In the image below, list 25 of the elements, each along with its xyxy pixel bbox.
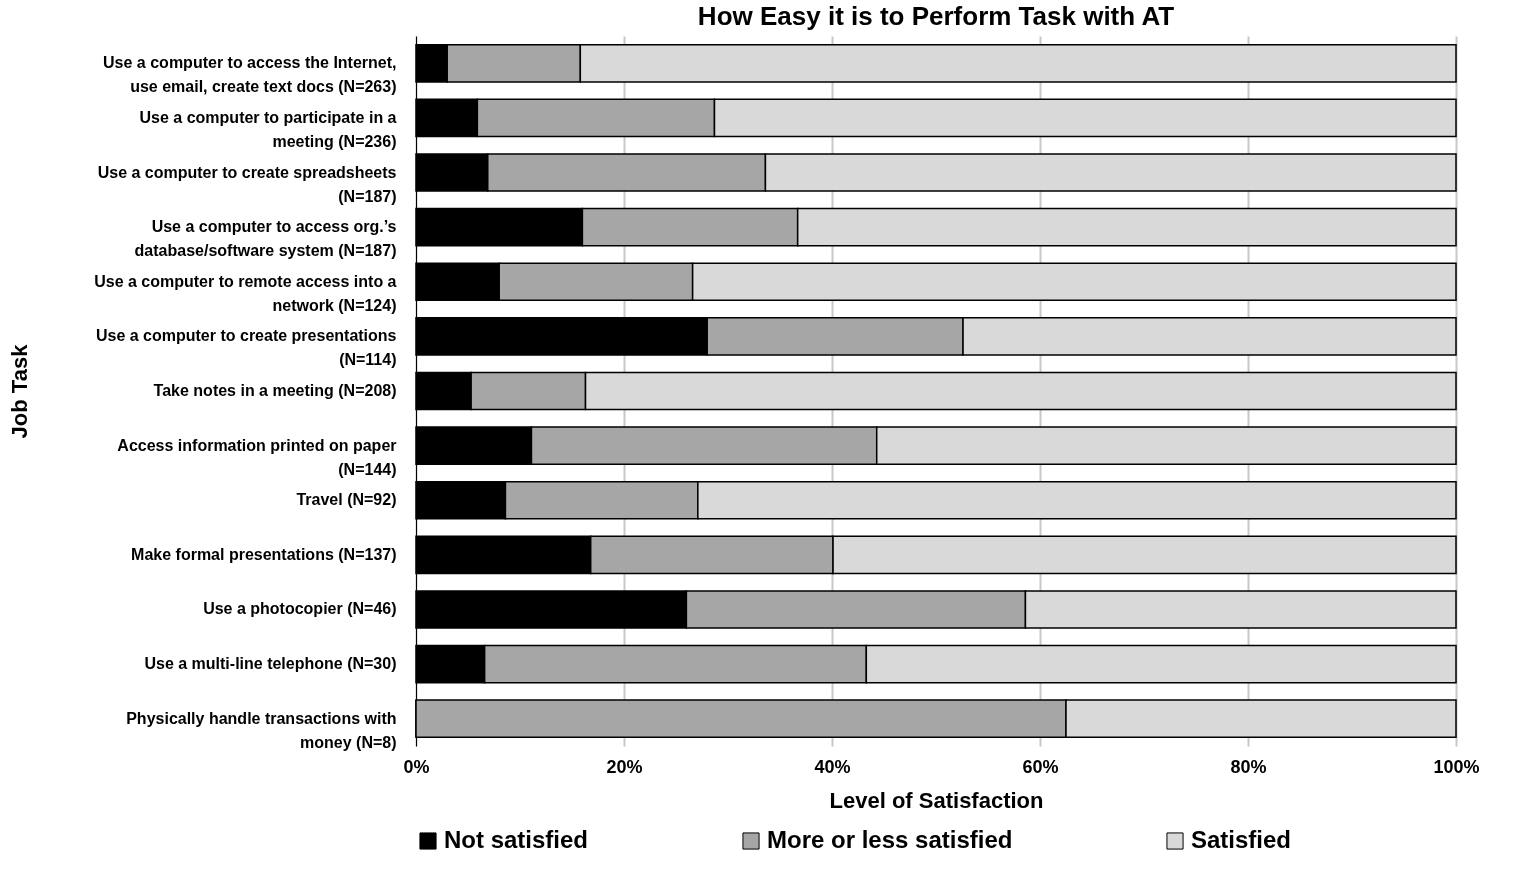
- y-tick-label: Use a computer to remote access into a network (N=124): [94, 272, 397, 314]
- y-tick-label: Physically handle transactions with money (N=8): [126, 709, 397, 751]
- x-axis-title: Level of Satisfaction: [829, 787, 1044, 813]
- y-tick-label: Use a computer to access org.’s database/software system (N=187): [134, 218, 397, 260]
- x-tick-label: 0%: [403, 756, 430, 777]
- x-tick-label: 20%: [606, 756, 643, 777]
- x-tick-label: 80%: [1230, 756, 1267, 777]
- y-tick-label: Take notes in a meeting (N=208): [153, 382, 397, 399]
- y-tick-label: Use a computer to access the Internet, use email, create text docs (N=263): [103, 54, 397, 96]
- legend-label: Not satisfied: [444, 826, 589, 853]
- x-tick-label: 40%: [814, 756, 851, 777]
- chart-title: How Easy it is to Perform Task with AT: [697, 1, 1175, 31]
- y-tick-label: Use a computer to create spreadsheets (N=187): [97, 163, 397, 205]
- y-axis-title: Job Task: [6, 343, 32, 439]
- y-tick-label: Use a computer to participate in a meeting (N=236): [139, 108, 397, 150]
- y-tick-label: Use a photocopier (N=46): [203, 600, 397, 618]
- x-tick-label: 60%: [1022, 756, 1059, 777]
- y-tick-label: Travel (N=92): [296, 491, 397, 509]
- y-tick-label: Use a computer to create presentations (N=114): [95, 327, 397, 369]
- y-tick-label: Access information printed on paper (N=144): [117, 436, 397, 478]
- y-tick-label: Use a multi-line telephone (N=30): [144, 655, 397, 673]
- legend-label: Satisfied: [1191, 826, 1292, 853]
- x-tick-label: 100%: [1433, 756, 1480, 777]
- legend-label: More or less satisfied: [767, 826, 1013, 853]
- y-tick-label: Make formal presentations (N=137): [131, 545, 397, 563]
